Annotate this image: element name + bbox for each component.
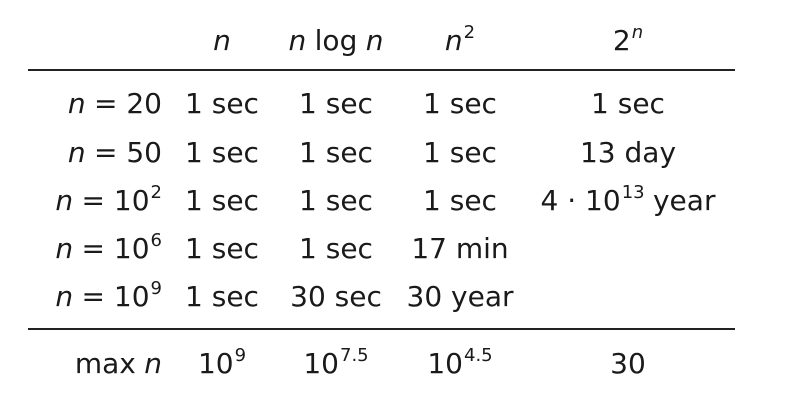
cell: 107.5 bbox=[226, 345, 446, 385]
cell: 1 sec bbox=[112, 184, 332, 218]
row-label: n = 102 bbox=[0, 182, 162, 222]
header-text: 2 bbox=[612, 24, 631, 57]
cell-text: 1 sec bbox=[185, 87, 259, 120]
cell-text: 4.5 bbox=[464, 345, 493, 366]
header-text: n bbox=[288, 24, 307, 57]
cell-text: 30 year bbox=[406, 280, 514, 313]
cell-text: 13 day bbox=[579, 136, 677, 169]
cell: 1 sec bbox=[226, 184, 446, 218]
rule bbox=[28, 328, 735, 330]
cell: 1 sec bbox=[112, 232, 332, 266]
cell: 1 sec bbox=[112, 136, 332, 170]
header-text: 2 bbox=[463, 22, 476, 43]
cell: 1 sec bbox=[518, 87, 738, 121]
label-text: n bbox=[144, 347, 162, 380]
cell: 1 sec bbox=[226, 136, 446, 170]
rule bbox=[28, 69, 735, 71]
cell-text: 1 sec bbox=[423, 136, 497, 169]
cell-text: 1 sec bbox=[299, 184, 373, 217]
header-cell: 2n bbox=[518, 22, 738, 62]
label-text: = 20 bbox=[94, 87, 162, 120]
header-text: log bbox=[314, 24, 358, 57]
cell-text: 1 sec bbox=[299, 232, 373, 265]
header-text: n bbox=[365, 24, 384, 57]
cell: 1 sec bbox=[350, 87, 570, 121]
cell-text: 30 sec bbox=[290, 280, 382, 313]
footer-label: max n bbox=[0, 347, 162, 381]
cell: 1 sec bbox=[350, 184, 570, 218]
label-text: 9 bbox=[150, 278, 162, 299]
cell-text: 13 bbox=[621, 182, 645, 203]
label-text: = 10 bbox=[81, 184, 150, 217]
cell: 1 sec bbox=[226, 232, 446, 266]
label-text: n bbox=[55, 232, 74, 265]
cell-text: 1 sec bbox=[299, 136, 373, 169]
cell-text: 10 bbox=[427, 347, 463, 380]
row-label: n = 20 bbox=[0, 87, 162, 121]
label-text: n bbox=[55, 280, 74, 313]
header-text: n bbox=[444, 24, 463, 57]
label-text: n bbox=[67, 87, 86, 120]
cell-text: 1 sec bbox=[423, 87, 497, 120]
cell-text: year bbox=[652, 184, 716, 217]
cell-text: 1 sec bbox=[299, 87, 373, 120]
label-text: = 10 bbox=[81, 280, 150, 313]
cell: 109 bbox=[112, 345, 332, 385]
cell: 30 sec bbox=[226, 280, 446, 314]
cell-text: 10 bbox=[303, 347, 339, 380]
cell-text: 1 sec bbox=[423, 184, 497, 217]
cell: 4 · 1013 year bbox=[518, 182, 738, 222]
cell-text: 7.5 bbox=[340, 345, 369, 366]
label-text: n bbox=[55, 184, 74, 217]
label-text: = 50 bbox=[94, 136, 162, 169]
cell-text: 4 · 10 bbox=[540, 184, 621, 217]
label-text: = 10 bbox=[81, 232, 150, 265]
row-label: n = 106 bbox=[0, 230, 162, 270]
label-text: 6 bbox=[150, 230, 162, 251]
cell-text: 9 bbox=[234, 345, 247, 366]
cell: 1 sec bbox=[112, 280, 332, 314]
cell-text: 1 sec bbox=[185, 232, 259, 265]
cell: 13 day bbox=[518, 136, 738, 170]
header-cell: n bbox=[112, 24, 332, 58]
cell-text: 1 sec bbox=[185, 184, 259, 217]
cell-text: 10 bbox=[197, 347, 234, 380]
cell-text: 1 sec bbox=[185, 136, 259, 169]
cell: 104.5 bbox=[350, 345, 570, 385]
row-label: n = 109 bbox=[0, 278, 162, 318]
cell: 1 sec bbox=[226, 87, 446, 121]
label-text: n bbox=[67, 136, 86, 169]
cell: 30 year bbox=[350, 280, 570, 314]
cell: 17 min bbox=[350, 232, 570, 266]
label-text: max bbox=[74, 347, 136, 380]
header-cell: n2 bbox=[350, 22, 570, 62]
row-label: n = 50 bbox=[0, 136, 162, 170]
cell: 1 sec bbox=[350, 136, 570, 170]
header-text: n bbox=[213, 24, 231, 57]
cell-text: 1 sec bbox=[185, 280, 259, 313]
cell-text: 1 sec bbox=[591, 87, 665, 120]
cell-text: 17 min bbox=[411, 232, 509, 265]
cell: 30 bbox=[518, 347, 738, 381]
header-cell: n log n bbox=[226, 24, 446, 58]
header-text: n bbox=[631, 22, 644, 43]
label-text: 2 bbox=[150, 182, 162, 203]
cell-text: 30 bbox=[610, 347, 646, 380]
cell: 1 sec bbox=[112, 87, 332, 121]
